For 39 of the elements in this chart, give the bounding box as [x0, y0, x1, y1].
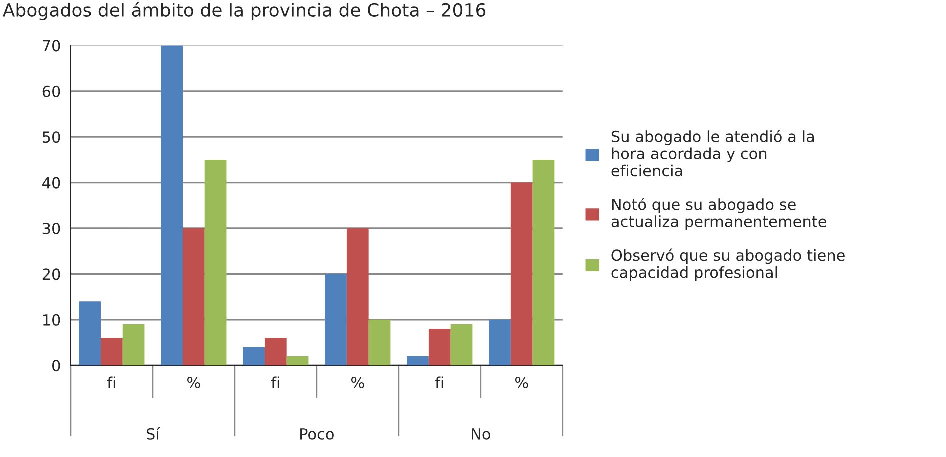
- y-tick-label: 30: [42, 222, 60, 235]
- y-tick-label: 60: [42, 86, 60, 98]
- bar: [79, 302, 102, 366]
- bar: [161, 46, 183, 366]
- text: Poco: [300, 428, 334, 440]
- bar: [286, 356, 309, 366]
- y-tick-label: 70: [43, 40, 60, 52]
- bar: [204, 160, 227, 366]
- x-tick-label: fi: [435, 376, 444, 388]
- bar: [407, 356, 429, 366]
- bar: [346, 228, 369, 366]
- bar: [489, 320, 511, 366]
- text: Sí: [146, 427, 160, 440]
- legend-label: Observó que su abogado tiene capacidad profesional: [612, 248, 845, 282]
- bar: [532, 160, 555, 366]
- bar: [428, 329, 451, 366]
- bar: [264, 338, 287, 366]
- y-tick-label: 50: [42, 132, 60, 144]
- y-tick-label: 0: [52, 360, 60, 372]
- bar: [243, 347, 265, 366]
- bar: [101, 338, 123, 366]
- bar: [510, 182, 533, 366]
- bar: [183, 228, 205, 366]
- x-tick-label: fi: [271, 376, 280, 388]
- x-tick-label: fi: [107, 376, 116, 388]
- x-tick-label: %: [188, 376, 200, 389]
- bar: [368, 320, 391, 366]
- bar: [122, 324, 145, 366]
- bar: [325, 274, 347, 366]
- y-tick-label: 40: [42, 177, 60, 189]
- y-tick-label: 20: [42, 268, 60, 280]
- bar: [450, 324, 473, 366]
- x-tick-label: %: [515, 376, 528, 389]
- chart-title: Abogados del ámbito de la provincia de Chota – 2016: [2, 2, 486, 20]
- y-tick-label: 10: [43, 314, 60, 326]
- text: No: [472, 428, 490, 440]
- legend-label: Notó que su abogado se actualiza permanentemente: [612, 198, 826, 230]
- x-tick-label: %: [351, 376, 364, 389]
- legend-label: Su abogado le atendió a la hora acordada y con eficiencia: [612, 130, 814, 177]
